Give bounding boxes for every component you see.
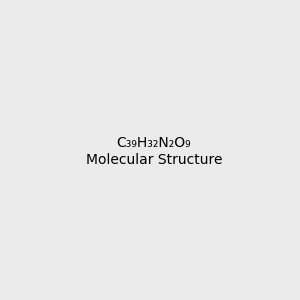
- Text: C₃₉H₃₂N₂O₉
Molecular Structure: C₃₉H₃₂N₂O₉ Molecular Structure: [85, 136, 222, 166]
